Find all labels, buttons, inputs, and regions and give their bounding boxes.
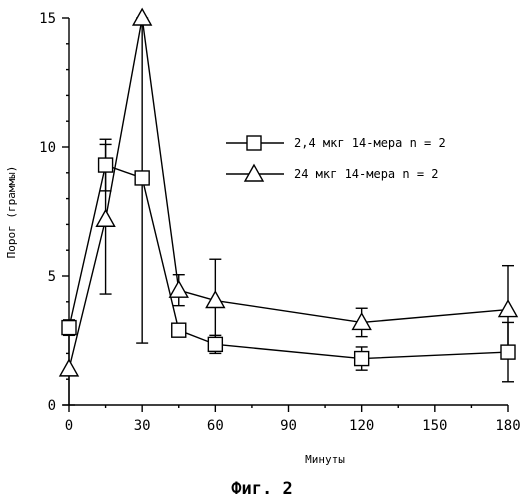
square-marker bbox=[501, 345, 515, 359]
triangle-marker bbox=[60, 360, 78, 376]
series-line-2 bbox=[69, 18, 508, 369]
triangle-marker bbox=[206, 292, 224, 308]
data-markers bbox=[60, 9, 517, 376]
error-bars bbox=[63, 18, 514, 405]
square-marker bbox=[172, 323, 186, 337]
triangle-marker bbox=[97, 210, 115, 226]
series-line-1 bbox=[69, 165, 508, 359]
figure-caption: Фиг. 2 bbox=[231, 479, 292, 499]
legend-label: 24 мкг 14-мера n = 2 bbox=[294, 167, 439, 181]
square-marker bbox=[355, 352, 369, 366]
x-tick-label: 180 bbox=[495, 418, 520, 434]
y-tick-label: 0 bbox=[48, 398, 56, 414]
x-tick-label: 150 bbox=[422, 418, 447, 434]
x-tick-label: 120 bbox=[349, 418, 374, 434]
triangle-marker bbox=[133, 9, 151, 25]
legend-triangle-marker bbox=[245, 165, 263, 181]
square-marker bbox=[208, 337, 222, 351]
y-tick-label: 10 bbox=[39, 140, 56, 156]
x-tick-label: 90 bbox=[280, 418, 297, 434]
square-marker bbox=[62, 321, 76, 335]
legend-square-marker bbox=[247, 136, 261, 150]
square-marker bbox=[135, 171, 149, 185]
x-tick-label: 60 bbox=[207, 418, 224, 434]
square-marker bbox=[99, 158, 113, 172]
triangle-marker bbox=[499, 301, 517, 317]
y-axis-label: Порог (граммы) bbox=[5, 166, 18, 259]
legend: 2,4 мкг 14-мера n = 2 24 мкг 14-мера n = … bbox=[226, 136, 446, 181]
y-tick-label: 15 bbox=[39, 11, 56, 27]
series-lines bbox=[69, 18, 508, 369]
legend-label: 2,4 мкг 14-мера n = 2 bbox=[294, 136, 446, 150]
triangle-marker bbox=[170, 281, 188, 297]
x-axis-label: Минуты bbox=[305, 453, 345, 466]
y-tick-label: 5 bbox=[48, 269, 56, 285]
x-tick-label: 0 bbox=[65, 418, 73, 434]
x-tick-label: 30 bbox=[134, 418, 151, 434]
